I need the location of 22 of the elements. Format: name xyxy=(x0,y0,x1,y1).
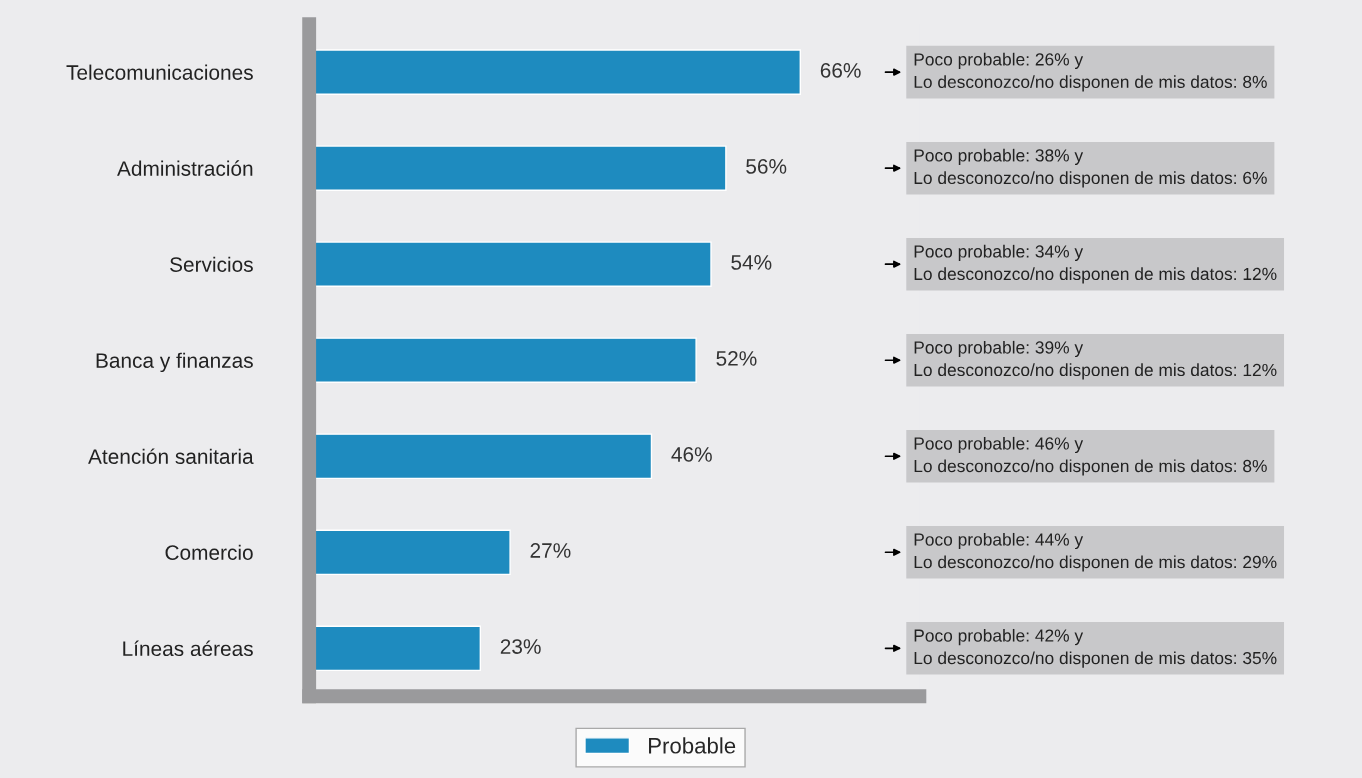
annotation: Poco probable: 34% y Lo desconozco/no disponen de mis datos: 12% xyxy=(914,244,1277,284)
y-tick-label: Comercio xyxy=(165,544,253,561)
y-tick-label: Líneas aéreas xyxy=(123,640,253,657)
data-label: 54% xyxy=(731,255,772,270)
data-label: 66% xyxy=(820,62,861,78)
annotation: Poco probable: 46% y Lo desconozco/no disponen de mis datos: 8% xyxy=(914,436,1267,476)
annotation: Poco probable: 44% y Lo desconozco/no disponen de mis datos: 29% xyxy=(914,532,1277,572)
annotation: Poco probable: 38% y Lo desconozco/no disponen de mis datos: 6% xyxy=(914,148,1267,188)
annotation: Poco probable: 26% y Lo desconozco/no disponen de mis datos: 8% xyxy=(914,52,1267,92)
y-tick-label: Atención sanitaria xyxy=(88,448,254,464)
data-label: 56% xyxy=(746,159,787,174)
annotation: Poco probable: 42% y Lo desconozco/no disponen de mis datos: 35% xyxy=(914,628,1277,668)
data-label: 46% xyxy=(671,447,712,462)
data-label: 52% xyxy=(716,351,757,366)
legend-label: Probable xyxy=(649,737,736,754)
data-label: 27% xyxy=(530,543,571,558)
y-tick-label: Servicios xyxy=(170,256,253,272)
data-label: 23% xyxy=(500,639,541,654)
y-tick-label: Administración xyxy=(117,160,253,176)
annotation: Poco probable: 39% y Lo desconozco/no disponen de mis datos: 12% xyxy=(914,340,1277,380)
y-tick-label: Telecomunicaciones xyxy=(66,64,253,80)
y-tick-label: Banca y finanzas xyxy=(96,352,253,373)
